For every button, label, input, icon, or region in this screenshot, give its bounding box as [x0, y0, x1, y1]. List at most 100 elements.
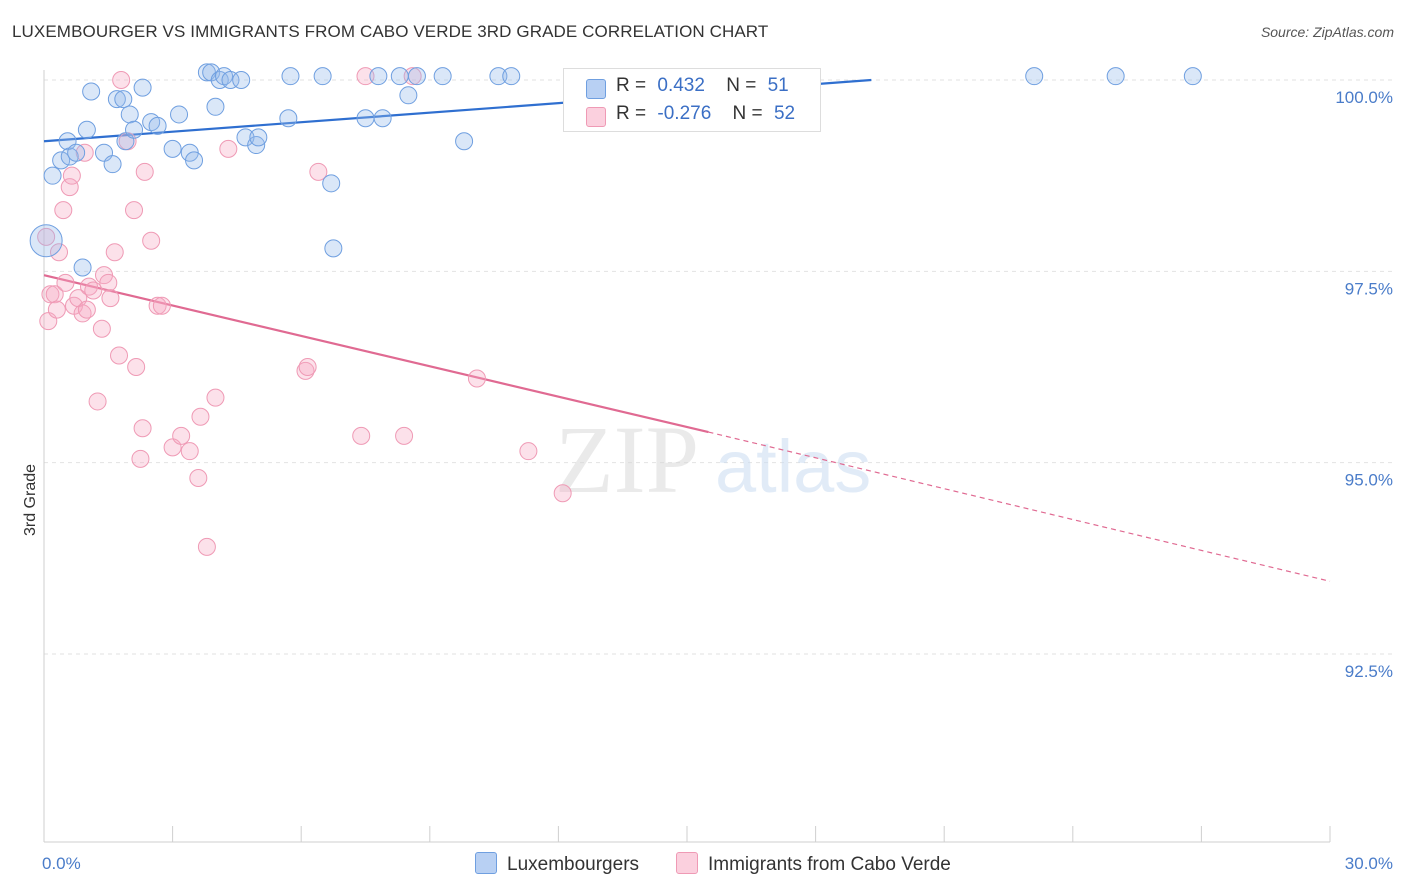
data-point-cabo-verde [45, 285, 64, 304]
data-point-luxembourgers [489, 67, 508, 86]
legend-swatch-blue [586, 79, 606, 99]
legend-n-value-2: 52 [773, 103, 796, 124]
source-credit: Source: ZipAtlas.com [1260, 24, 1394, 40]
data-point-luxembourgers [236, 128, 255, 147]
bottom-legend-cabo-verde: Immigrants from Cabo Verde [676, 852, 951, 876]
data-point-cabo-verde [77, 300, 96, 319]
data-point-cabo-verde [47, 300, 66, 319]
data-point-luxembourgers [247, 136, 266, 155]
data-point-luxembourgers [369, 67, 388, 86]
data-point-cabo-verde [37, 227, 56, 246]
data-point-luxembourgers [1106, 67, 1125, 86]
chart-title: LUXEMBOURGER VS IMMIGRANTS FROM CABO VER… [12, 22, 769, 41]
data-point-cabo-verde [553, 484, 572, 503]
trendline-cabo-verde [43, 274, 709, 434]
data-point-cabo-verde [197, 537, 216, 556]
data-point-cabo-verde [112, 71, 131, 89]
data-point-luxembourgers [43, 166, 62, 185]
data-point-cabo-verde [105, 243, 124, 262]
data-point-cabo-verde [88, 392, 107, 411]
bottom-legend-swatch-pink [676, 852, 698, 874]
data-point-cabo-verde [133, 419, 152, 438]
data-point-luxembourgers [279, 109, 298, 128]
data-point-cabo-verde [180, 442, 199, 461]
bottom-legend-swatch-blue [475, 852, 497, 874]
y-tick-label: 97.5% [1345, 279, 1393, 298]
data-point-cabo-verde [41, 285, 60, 304]
data-point-luxembourgers [356, 109, 375, 128]
legend-r-value-2: -0.276 [657, 103, 712, 124]
data-point-cabo-verde [54, 201, 73, 220]
data-point-luxembourgers [390, 67, 409, 86]
data-point-luxembourgers [455, 132, 474, 151]
data-point-luxembourgers [249, 128, 268, 147]
y-tick-label: 100.0% [1335, 88, 1393, 107]
bottom-legend-label-2: Immigrants from Cabo Verde [708, 854, 951, 875]
data-point-luxembourgers [232, 71, 251, 89]
watermark: ZIP atlas [555, 406, 871, 513]
series-cabo-verde-points [37, 67, 572, 556]
data-point-luxembourgers [170, 105, 189, 124]
data-point-cabo-verde [219, 139, 238, 158]
legend-swatch-pink [586, 107, 606, 127]
tick-labels: 92.5% 95.0% 97.5% 100.0% 0.0% 30.0% [42, 88, 1393, 873]
data-point-cabo-verde [110, 346, 129, 365]
data-point-luxembourgers [206, 97, 225, 116]
data-point-luxembourgers [185, 151, 204, 170]
data-point-luxembourgers [82, 82, 101, 101]
data-point-luxembourgers [77, 120, 96, 139]
data-point-luxembourgers [125, 120, 144, 139]
gridlines [44, 79, 1392, 655]
data-point-luxembourgers [107, 90, 126, 109]
data-point-cabo-verde [172, 426, 191, 445]
data-point-cabo-verde [56, 273, 75, 292]
data-point-luxembourgers [120, 105, 139, 124]
data-point-luxembourgers [407, 67, 426, 86]
data-point-luxembourgers [29, 224, 63, 258]
data-point-luxembourgers [67, 143, 86, 162]
data-point-cabo-verde [356, 67, 375, 86]
data-point-cabo-verde [519, 442, 538, 461]
watermark-zip: ZIP [555, 406, 699, 513]
data-point-luxembourgers [433, 67, 452, 86]
data-point-luxembourgers [133, 78, 152, 97]
data-point-cabo-verde [101, 289, 120, 308]
legend-r-value-1: 0.432 [657, 75, 705, 96]
correlation-legend: R = 0.432 N = 51 R = -0.276 N = 52 [563, 68, 821, 132]
data-point-cabo-verde [142, 231, 161, 250]
data-point-cabo-verde [191, 407, 210, 426]
watermark-atlas: atlas [715, 425, 871, 508]
data-point-cabo-verde [127, 358, 146, 376]
data-point-luxembourgers [322, 174, 341, 193]
bottom-legend-label-1: Luxembourgers [507, 854, 640, 875]
data-point-luxembourgers [324, 239, 343, 258]
data-point-cabo-verde [152, 296, 171, 315]
data-point-cabo-verde [148, 296, 167, 315]
data-point-luxembourgers [373, 109, 392, 128]
data-point-cabo-verde [84, 281, 103, 300]
data-point-cabo-verde [467, 369, 486, 388]
data-point-luxembourgers [163, 139, 182, 158]
data-point-cabo-verde [189, 468, 208, 487]
data-point-cabo-verde [125, 201, 144, 220]
legend-n-label: N = [726, 75, 757, 96]
data-point-cabo-verde [309, 162, 328, 181]
x-tick-label: 0.0% [42, 854, 81, 873]
data-point-luxembourgers [399, 86, 418, 105]
legend-r-label: R = [616, 75, 647, 96]
data-point-luxembourgers [221, 71, 240, 89]
legend-n-value-1: 51 [767, 75, 789, 96]
data-point-luxembourgers [114, 90, 133, 109]
data-point-cabo-verde [403, 67, 422, 86]
data-point-cabo-verde [60, 178, 79, 197]
legend-r-label: R = [616, 103, 647, 124]
data-point-cabo-verde [50, 243, 69, 262]
data-point-luxembourgers [148, 116, 167, 135]
data-point-luxembourgers [502, 67, 521, 86]
data-point-cabo-verde [131, 449, 150, 468]
data-point-cabo-verde [62, 166, 81, 185]
trendline-cabo-verde-extension [708, 431, 1331, 582]
y-tick-label: 95.0% [1345, 471, 1393, 490]
data-point-cabo-verde [99, 273, 118, 292]
